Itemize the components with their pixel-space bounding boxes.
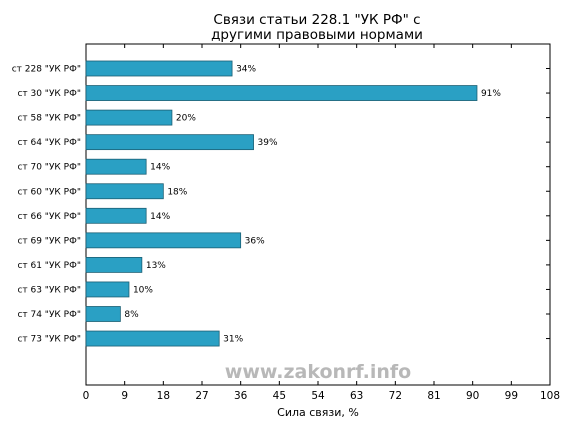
category-label: ст 30 "УК РФ": [17, 89, 81, 99]
x-tick-label: 63: [350, 390, 363, 402]
data-label: 13%: [146, 261, 166, 271]
category-label: ст 70 "УК РФ": [17, 163, 81, 173]
bar: [85, 256, 143, 273]
x-tick-label: 90: [466, 390, 479, 402]
x-axis-title: Сила связи, %: [277, 406, 359, 419]
data-label: 10%: [133, 285, 153, 295]
category-label: ст 66 "УК РФ": [17, 212, 81, 222]
data-label: 36%: [245, 236, 265, 246]
data-label: 39%: [258, 138, 278, 148]
bar: [85, 85, 478, 101]
data-label: 34%: [236, 65, 256, 75]
bar: [85, 158, 147, 175]
x-tick-label: 81: [427, 390, 440, 402]
bar: [85, 330, 220, 347]
category-label: ст 63 "УК РФ": [17, 285, 81, 295]
bar: [85, 109, 173, 126]
x-tick-label: 27: [195, 390, 208, 402]
chart-title-line-1: Связи статьи 228.1 "УК РФ" с: [213, 12, 420, 28]
x-tick-label: 108: [540, 390, 560, 402]
bar: [85, 306, 121, 322]
category-label: ст 60 "УК РФ": [17, 187, 81, 197]
data-label: 8%: [124, 310, 139, 320]
data-label: 20%: [176, 114, 196, 124]
category-label: ст 61 "УК РФ": [17, 261, 81, 271]
bar: [85, 60, 233, 77]
data-label: 91%: [481, 89, 501, 99]
data-label: 14%: [150, 212, 170, 222]
category-label: ст 69 "УК РФ": [17, 236, 81, 246]
data-label: 14%: [150, 163, 170, 173]
category-label: ст 73 "УК РФ": [17, 335, 81, 345]
x-tick-label: 54: [311, 390, 325, 402]
x-tick-label: 72: [389, 390, 402, 402]
x-tick-label: 18: [157, 390, 170, 402]
x-tick-label: 36: [234, 390, 248, 402]
watermark: www.zakonrf.info: [225, 361, 411, 383]
data-label: 18%: [167, 187, 187, 197]
x-tick-label: 9: [121, 390, 128, 402]
bar: [85, 232, 242, 249]
category-label: ст 58 "УК РФ": [17, 114, 81, 124]
plot-area: 0 9 18 27 36 45 54 63 72 81 90 99 108 ст 228 "УК РФ" 3…: [12, 43, 560, 402]
bar: [85, 134, 254, 151]
bar: [85, 281, 130, 298]
chart-title-line-2: другими правовыми нормами: [211, 27, 423, 43]
x-tick-label: 0: [83, 390, 90, 402]
data-label: 31%: [223, 335, 243, 345]
category-label: ст 64 "УК РФ": [17, 138, 81, 148]
bar: [85, 183, 164, 200]
x-tick-label: 99: [505, 390, 518, 402]
category-label: ст 228 "УК РФ": [12, 65, 81, 75]
category-label: ст 74 "УК РФ": [17, 310, 81, 320]
x-tick-label: 45: [273, 390, 286, 402]
bar: [85, 207, 147, 224]
